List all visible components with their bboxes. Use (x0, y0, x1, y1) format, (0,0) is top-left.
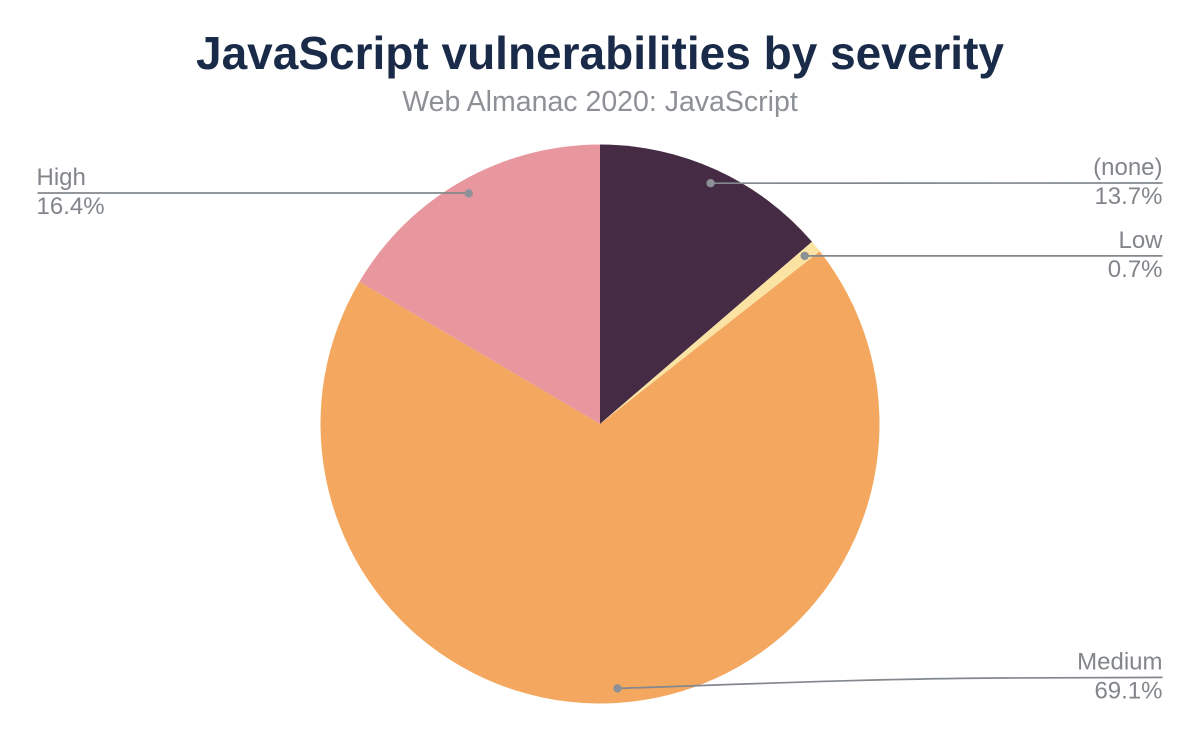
svg-text:13.7%: 13.7% (1094, 183, 1162, 210)
svg-text:69.1%: 69.1% (1094, 677, 1162, 704)
svg-text:Web Almanac 2020: JavaScript: Web Almanac 2020: JavaScript (402, 86, 798, 118)
svg-text:High: High (37, 164, 86, 191)
svg-text:Medium: Medium (1077, 648, 1162, 675)
svg-text:(none): (none) (1093, 154, 1162, 181)
svg-text:16.4%: 16.4% (37, 193, 105, 220)
svg-text:0.7%: 0.7% (1108, 256, 1163, 283)
svg-text:Low: Low (1118, 227, 1163, 254)
svg-text:JavaScript vulnerabilities by: JavaScript vulnerabilities by severity (196, 27, 1004, 79)
